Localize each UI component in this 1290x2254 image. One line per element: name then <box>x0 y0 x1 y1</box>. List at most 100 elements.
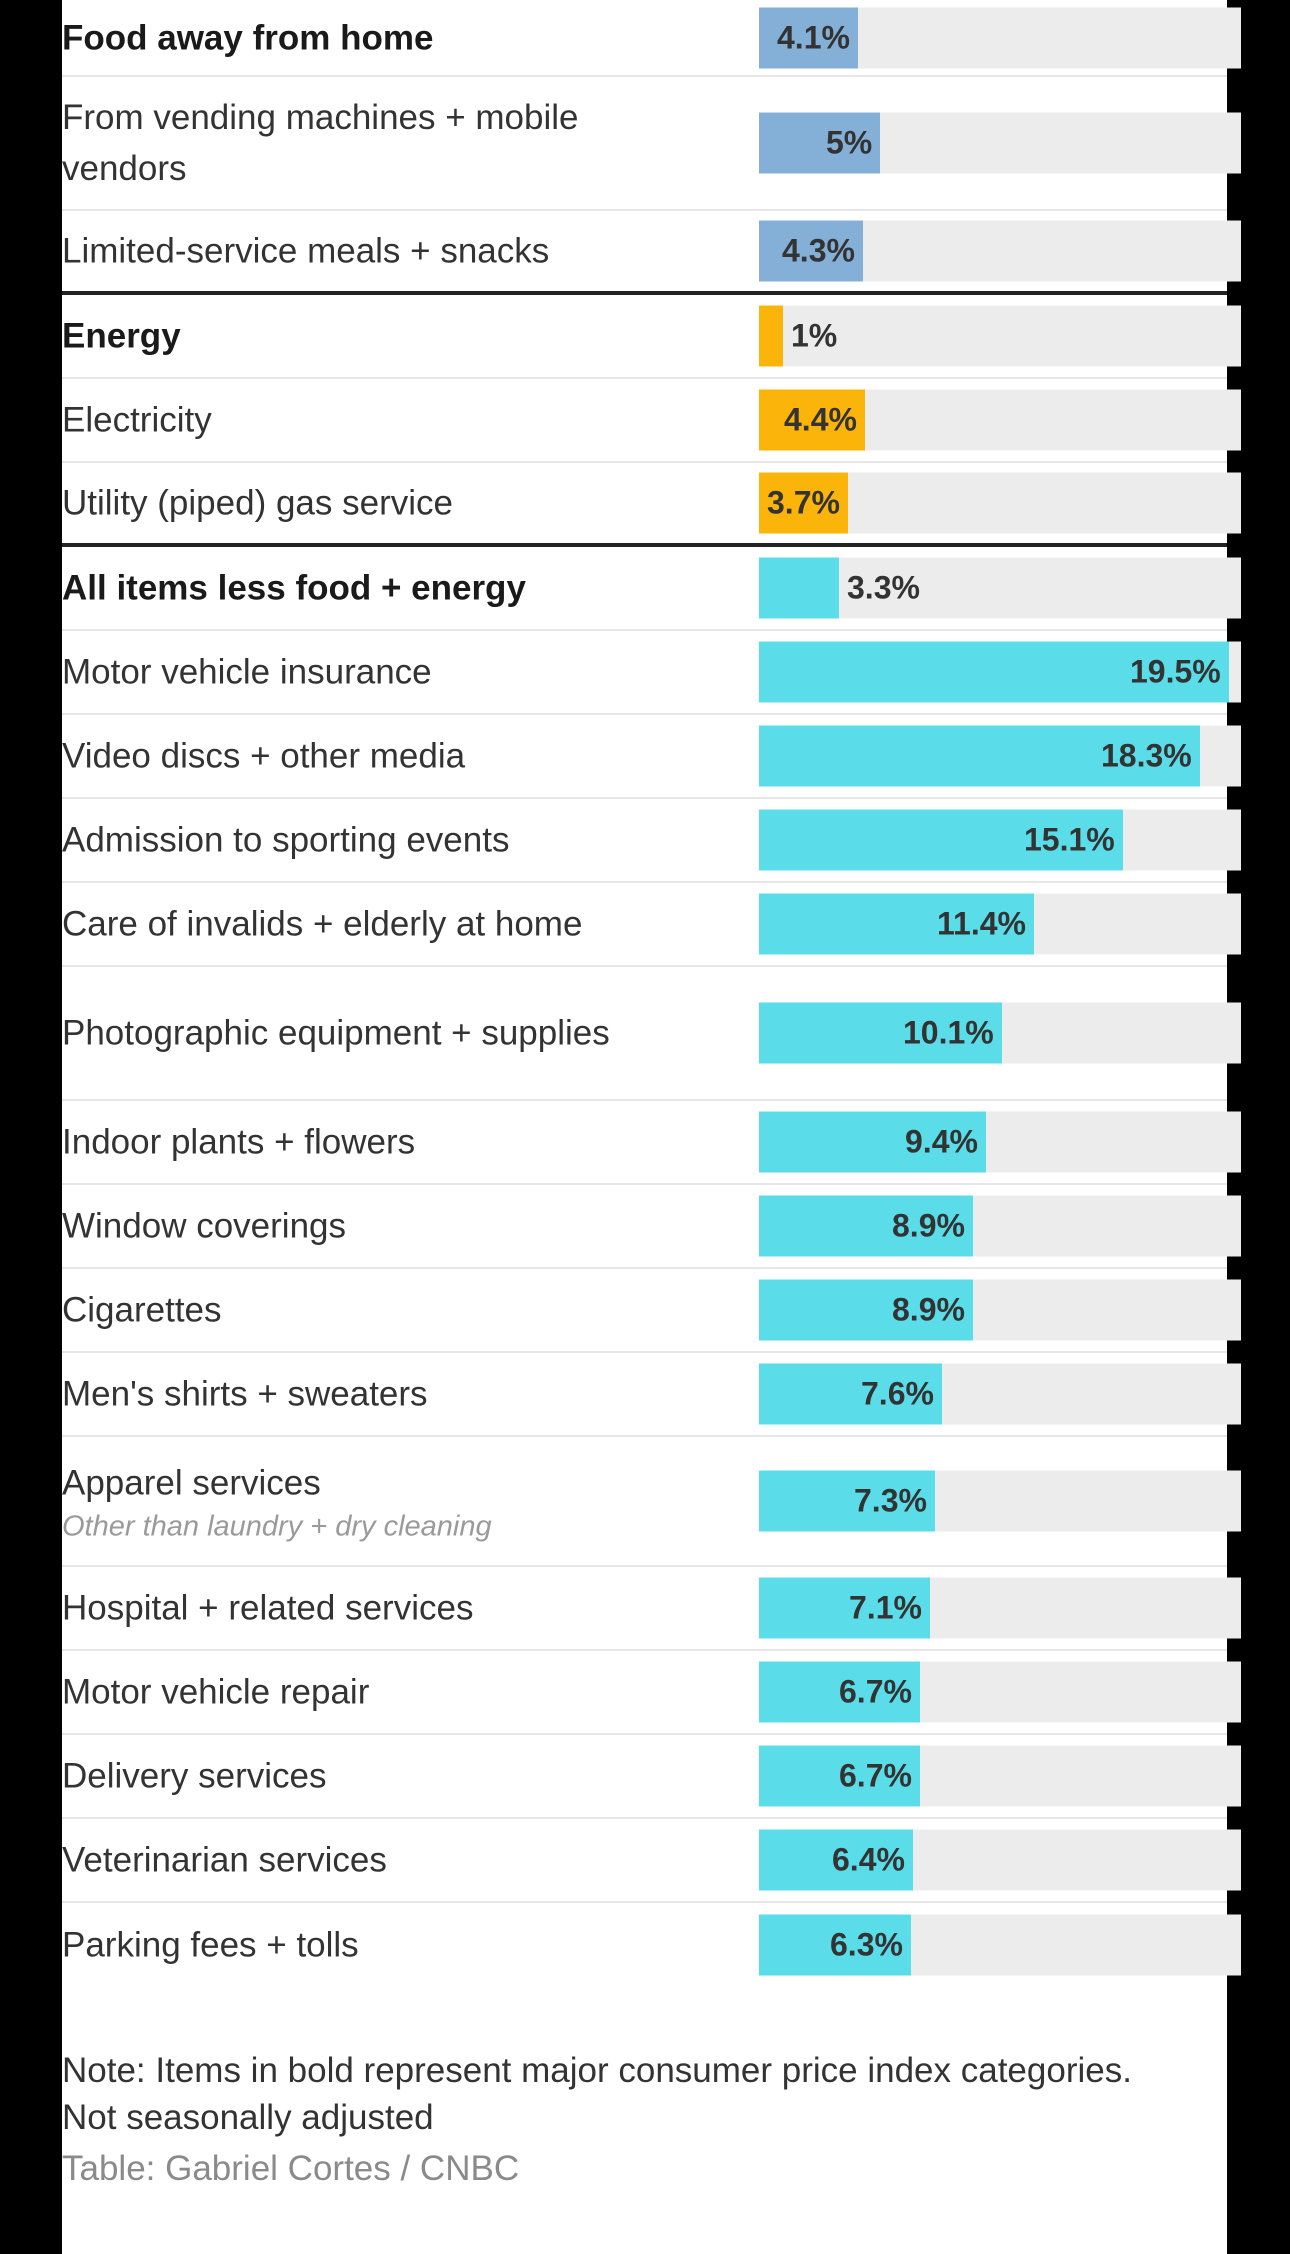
row-label: Parking fees + tolls <box>62 1920 702 1971</box>
row-label: Hospital + related services <box>62 1583 702 1634</box>
bar-track: 8.9% <box>759 1279 1241 1341</box>
bar <box>759 112 880 174</box>
bold-note: Note: Items in bold represent major cons… <box>62 2051 1132 2090</box>
table-row: Hospital + related services 7.1% <box>62 1567 1241 1651</box>
adjustment-note: Not seasonally adjusted <box>62 2098 434 2137</box>
row-label-text: Hospital + related services <box>62 1588 474 1628</box>
row-label-text: Cigarettes <box>62 1290 222 1330</box>
table-row: Photographic equipment + supplies 10.1% <box>62 967 1241 1101</box>
row-label-text: Delivery services <box>62 1756 327 1796</box>
bar <box>759 893 1034 955</box>
bar-track: 4.3% <box>759 220 1241 282</box>
row-label: Photographic equipment + supplies <box>62 1008 702 1059</box>
source-credit: Table: Gabriel Cortes / CNBC <box>62 2149 520 2188</box>
row-label: Delivery services <box>62 1751 702 1802</box>
table-row: Admission to sporting events 15.1% <box>62 799 1241 883</box>
table-row: Apparel services Other than laundry + dry… <box>62 1437 1241 1567</box>
row-label-text: Video discs + other media <box>62 736 466 776</box>
bar-track: 4.4% <box>759 389 1241 451</box>
bar-track: 7.6% <box>759 1363 1241 1425</box>
bar-track: 4.1% <box>759 7 1241 68</box>
data-label: 3.3% <box>847 569 920 606</box>
row-label-text: Motor vehicle insurance <box>62 652 432 692</box>
row-label-text: Electricity <box>62 400 212 440</box>
bar <box>759 7 858 68</box>
bar-track: 7.3% <box>759 1470 1241 1532</box>
data-label: 9.4% <box>905 1123 978 1160</box>
bar-track: 6.7% <box>759 1745 1241 1807</box>
table-row: Food away from home 4.1% <box>62 0 1241 77</box>
row-label-text: Apparel services <box>62 1463 321 1503</box>
bar-track: 3.7% <box>759 472 1241 534</box>
row-label: Motor vehicle repair <box>62 1667 702 1718</box>
data-label: 7.1% <box>849 1589 922 1626</box>
table-row: From vending machines + mobile vendors 5% <box>62 77 1241 211</box>
bar <box>759 1195 973 1257</box>
data-label: 1% <box>791 317 838 354</box>
row-label-text: Limited-service meals + snacks <box>62 231 550 271</box>
bar <box>759 641 1229 703</box>
bar <box>759 1279 973 1341</box>
bar <box>759 809 1123 871</box>
data-label: 5% <box>826 124 873 161</box>
row-label: Veterinarian services <box>62 1835 702 1886</box>
bar-track: 8.9% <box>759 1195 1241 1257</box>
bar-track: 11.4% <box>759 893 1241 955</box>
data-label: 7.3% <box>854 1482 927 1519</box>
table-row: Limited-service meals + snacks 4.3% <box>62 211 1241 295</box>
bar <box>759 220 863 282</box>
bar-track: 6.4% <box>759 1829 1241 1891</box>
bar-track: 19.5% <box>759 641 1241 703</box>
table-row: All items less food + energy 3.3% <box>62 547 1241 631</box>
bar <box>759 1002 1002 1064</box>
bar <box>759 1914 911 1976</box>
bar-track: 18.3% <box>759 725 1241 787</box>
row-label-text: Energy <box>62 316 181 356</box>
bar <box>759 1577 930 1639</box>
row-label: Video discs + other media <box>62 731 702 782</box>
row-label-text: Veterinarian services <box>62 1840 387 1880</box>
row-label: Window coverings <box>62 1201 702 1252</box>
bar-track: 15.1% <box>759 809 1241 871</box>
row-label: From vending machines + mobile vendors <box>62 92 702 194</box>
data-label: 6.3% <box>830 1926 903 1963</box>
data-label: 6.7% <box>839 1757 912 1794</box>
cpi-bar-table: Food away from home 4.1% From vending mach… <box>62 0 1241 1987</box>
row-label-text: Photographic equipment + supplies <box>62 1013 610 1053</box>
bar <box>759 1661 920 1723</box>
row-label-text: Parking fees + tolls <box>62 1925 359 1965</box>
table-row: Delivery services 6.7% <box>62 1735 1241 1819</box>
row-label: All items less food + energy <box>62 563 702 614</box>
bar <box>759 557 839 619</box>
row-label-text: Admission to sporting events <box>62 820 510 860</box>
bar-track: 3.3% <box>759 557 1241 619</box>
bar-track: 10.1% <box>759 1002 1241 1064</box>
data-label: 4.1% <box>777 19 850 55</box>
table-row: Veterinarian services 6.4% <box>62 1819 1241 1903</box>
data-label: 6.7% <box>839 1673 912 1710</box>
bar-track: 6.3% <box>759 1914 1241 1976</box>
data-label: 15.1% <box>1024 821 1115 858</box>
bar <box>759 1470 935 1532</box>
row-label-text: Men's shirts + sweaters <box>62 1374 428 1414</box>
table-row: Motor vehicle insurance 19.5% <box>62 631 1241 715</box>
row-sublabel: Other than laundry + dry cleaning <box>62 1510 492 1543</box>
bar <box>759 1111 986 1173</box>
table-row: Motor vehicle repair 6.7% <box>62 1651 1241 1735</box>
row-label-text: Window coverings <box>62 1206 346 1246</box>
row-label-text: All items less food + energy <box>62 568 526 608</box>
table-row: Window coverings 8.9% <box>62 1185 1241 1269</box>
table-row: Utility (piped) gas service 3.7% <box>62 463 1241 547</box>
data-label: 4.3% <box>782 232 855 269</box>
row-label: Care of invalids + elderly at home <box>62 899 702 950</box>
bar-track: 6.7% <box>759 1661 1241 1723</box>
bar-track: 5% <box>759 112 1241 174</box>
data-label: 18.3% <box>1101 737 1192 774</box>
row-label: Electricity <box>62 395 702 446</box>
bar <box>759 725 1200 787</box>
data-label: 19.5% <box>1130 653 1221 690</box>
row-label-text: Food away from home <box>62 18 434 57</box>
bar <box>759 1363 942 1425</box>
row-label: Motor vehicle insurance <box>62 647 702 698</box>
row-label: Apparel services Other than laundry + dry… <box>62 1458 702 1545</box>
